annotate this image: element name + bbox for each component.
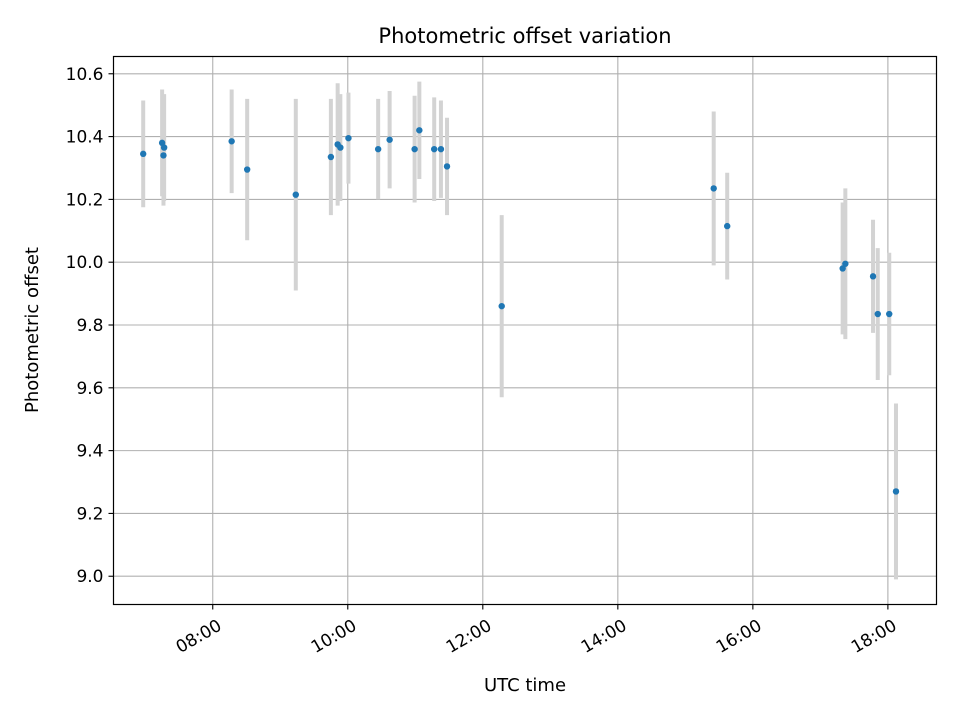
data-point	[710, 185, 717, 192]
y-tick-label: 10.6	[66, 65, 104, 85]
data-point	[292, 191, 299, 198]
y-tick-label: 10.0	[66, 253, 104, 273]
data-point	[411, 145, 418, 153]
data-point	[243, 166, 251, 173]
data-point	[337, 144, 344, 151]
y-tick-label: 9.8	[76, 316, 103, 336]
data-point	[839, 265, 846, 272]
y-tick-label: 10.4	[66, 128, 104, 148]
y-axis-label: Photometric offset	[22, 247, 43, 413]
y-tick-label: 9.2	[76, 504, 103, 524]
y-tick-label: 9.4	[76, 442, 103, 462]
data-point	[160, 144, 168, 151]
x-axis-label: UTC time	[484, 675, 566, 696]
plot-frame	[112, 55, 938, 606]
data-point	[886, 310, 893, 318]
chart-title: Photometric offset variation	[378, 24, 671, 48]
data-point	[140, 150, 147, 158]
y-tick-label: 9.0	[76, 567, 103, 587]
data-point	[724, 222, 731, 230]
data-point	[437, 145, 445, 153]
data-point	[416, 127, 423, 134]
y-axis: 9.0 9.2 9.4 9.6 9.8 10.0 10.2 10.4 10.6	[66, 65, 114, 587]
data-points	[140, 127, 900, 495]
data-point	[374, 145, 382, 153]
data-point	[228, 138, 235, 145]
data-point	[386, 136, 393, 143]
y-tick-label: 10.2	[66, 190, 104, 210]
data-point	[892, 488, 900, 495]
data-point	[430, 145, 438, 153]
data-point	[842, 260, 849, 267]
data-point	[498, 302, 505, 310]
y-tick-label: 9.6	[76, 379, 103, 399]
data-point	[327, 153, 335, 161]
data-point	[869, 273, 877, 280]
data-point	[443, 163, 451, 170]
data-point	[345, 134, 352, 142]
data-point	[874, 310, 881, 318]
data-point	[160, 152, 167, 159]
